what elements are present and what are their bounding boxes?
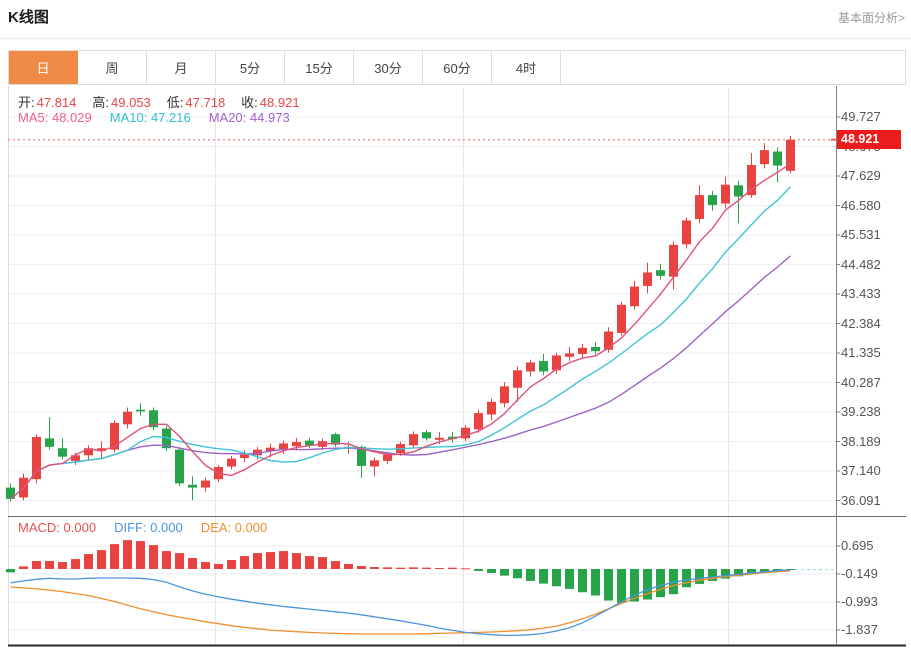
tab-week[interactable]: 周 <box>78 51 147 84</box>
price-tick-label: 36.091 <box>841 492 881 508</box>
fundamental-analysis-link[interactable]: 基本面分析> <box>837 11 905 25</box>
macd-tick-label: -0.993 <box>841 593 878 609</box>
low-value: 47.718 <box>185 95 226 110</box>
price-tick-label: 45.531 <box>841 227 881 243</box>
price-tick-label: 46.580 <box>841 197 881 213</box>
tab-day[interactable]: 日 <box>9 51 78 84</box>
price-tick-label: 47.629 <box>841 168 881 184</box>
tab-60min[interactable]: 60分 <box>423 51 492 84</box>
interval-tab-bar: 日周月 5分 15分 30分 60分 4时 <box>8 50 906 85</box>
page-title: K线图 <box>8 9 49 26</box>
open-value: 47.814 <box>36 95 77 110</box>
price-tick-label: 39.238 <box>841 404 881 419</box>
price-tick-label: 49.727 <box>841 109 881 125</box>
ma20-value: MA20: 44.973 <box>208 110 290 125</box>
macd-value: MACD: 0.000 <box>18 520 97 535</box>
tab-month[interactable]: 月 <box>147 51 216 84</box>
price-tick-label: 43.433 <box>841 286 881 302</box>
open-label: 开: <box>18 95 35 110</box>
price-tick-label: 42.384 <box>841 315 881 331</box>
macd-tick-label: -1.837 <box>841 621 878 637</box>
ma5-value: MA5: 48.029 <box>18 110 92 125</box>
price-tick-label: 37.140 <box>841 463 881 478</box>
price-tick-label: 38.189 <box>841 433 881 449</box>
ma10-value: MA10: 47.216 <box>109 110 191 125</box>
macd-tick-label: -0.149 <box>841 565 878 581</box>
ohlc-stats: 开: 47.814 高: 49.053 低: 47.718 收: 48.921 <box>18 92 316 111</box>
ma-indicators: MA5: 48.029 MA10: 47.216 MA20: 44.973 <box>18 110 290 125</box>
header-divider <box>0 38 911 39</box>
tab-30min[interactable]: 30分 <box>354 51 423 84</box>
close-value: 48.921 <box>259 95 300 110</box>
price-tick-label: 44.482 <box>841 256 881 272</box>
current-price-tag: 48.921 <box>837 130 901 150</box>
price-tick-label: 41.335 <box>841 345 881 361</box>
high-value: 49.053 <box>111 95 151 110</box>
tab-bar-filler <box>561 51 905 84</box>
diff-value: DIFF: 0.000 <box>114 520 183 535</box>
price-tick-label: 40.287 <box>841 374 881 390</box>
tab-4hour[interactable]: 4时 <box>492 51 561 84</box>
dea-value: DEA: 0.000 <box>200 520 268 535</box>
low-label: 低: <box>166 95 184 110</box>
close-label: 收: <box>241 95 258 110</box>
tab-5min[interactable]: 5分 <box>216 51 285 84</box>
macd-tick-label: 0.695 <box>841 537 874 553</box>
tab-15min[interactable]: 15分 <box>285 51 354 84</box>
macd-indicators: MACD: 0.000 DIFF: 0.000 DEA: 0.000 <box>18 520 267 535</box>
high-label: 高: <box>92 95 110 110</box>
